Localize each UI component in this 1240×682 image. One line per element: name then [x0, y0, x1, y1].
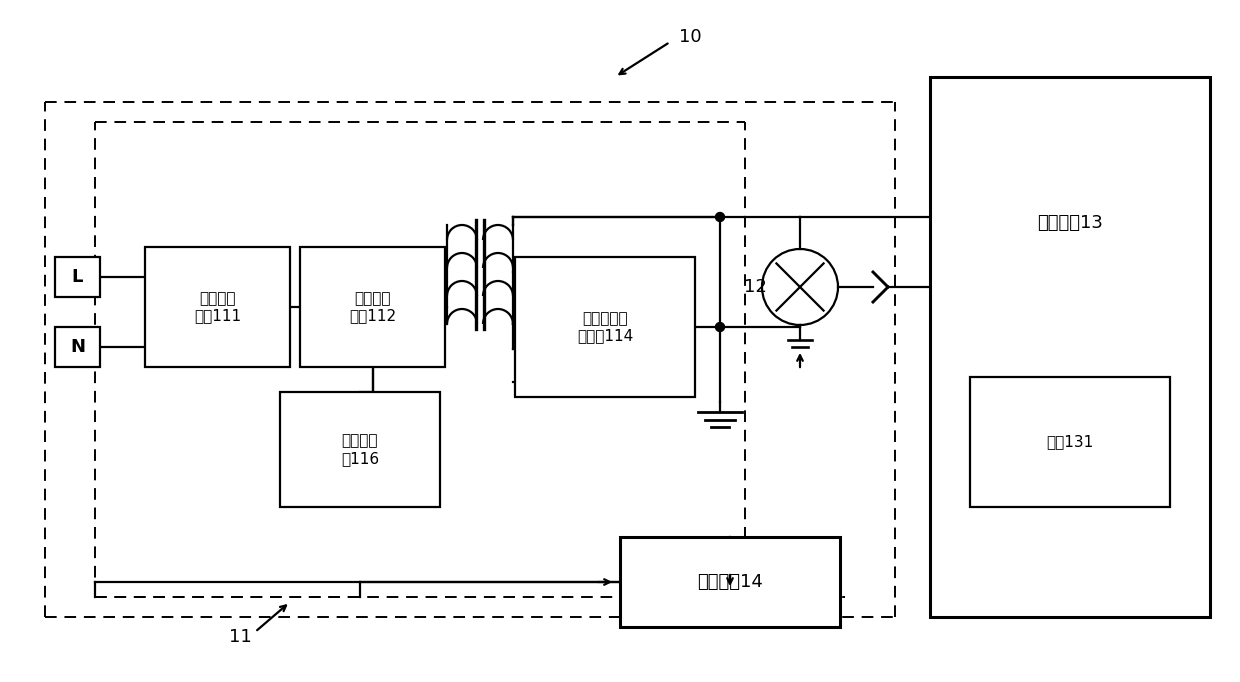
Text: 功率变换
单元112: 功率变换 单元112 — [348, 291, 396, 323]
Text: 工作腔体13: 工作腔体13 — [1037, 213, 1102, 232]
Bar — [970, 377, 1171, 507]
Bar — [300, 247, 445, 367]
Circle shape — [715, 323, 724, 331]
Circle shape — [715, 213, 724, 222]
Text: 负载131: 负载131 — [1047, 434, 1094, 449]
Bar — [55, 327, 100, 367]
Bar — [515, 257, 694, 397]
Text: 高压整流滤
波单元114: 高压整流滤 波单元114 — [577, 311, 634, 343]
Text: 10: 10 — [678, 28, 702, 46]
Bar — [145, 247, 290, 367]
Text: 冷却单元14: 冷却单元14 — [697, 573, 763, 591]
Bar — [930, 77, 1210, 617]
Text: 11: 11 — [228, 628, 252, 646]
Text: 内部控制
器116: 内部控制 器116 — [341, 433, 379, 466]
Text: L: L — [72, 268, 83, 286]
Bar — [55, 257, 100, 297]
Bar — [280, 392, 440, 507]
Text: 12: 12 — [744, 278, 766, 296]
Text: N: N — [69, 338, 86, 356]
Bar — [620, 537, 839, 627]
Text: 整流滤波
单元111: 整流滤波 单元111 — [193, 291, 241, 323]
